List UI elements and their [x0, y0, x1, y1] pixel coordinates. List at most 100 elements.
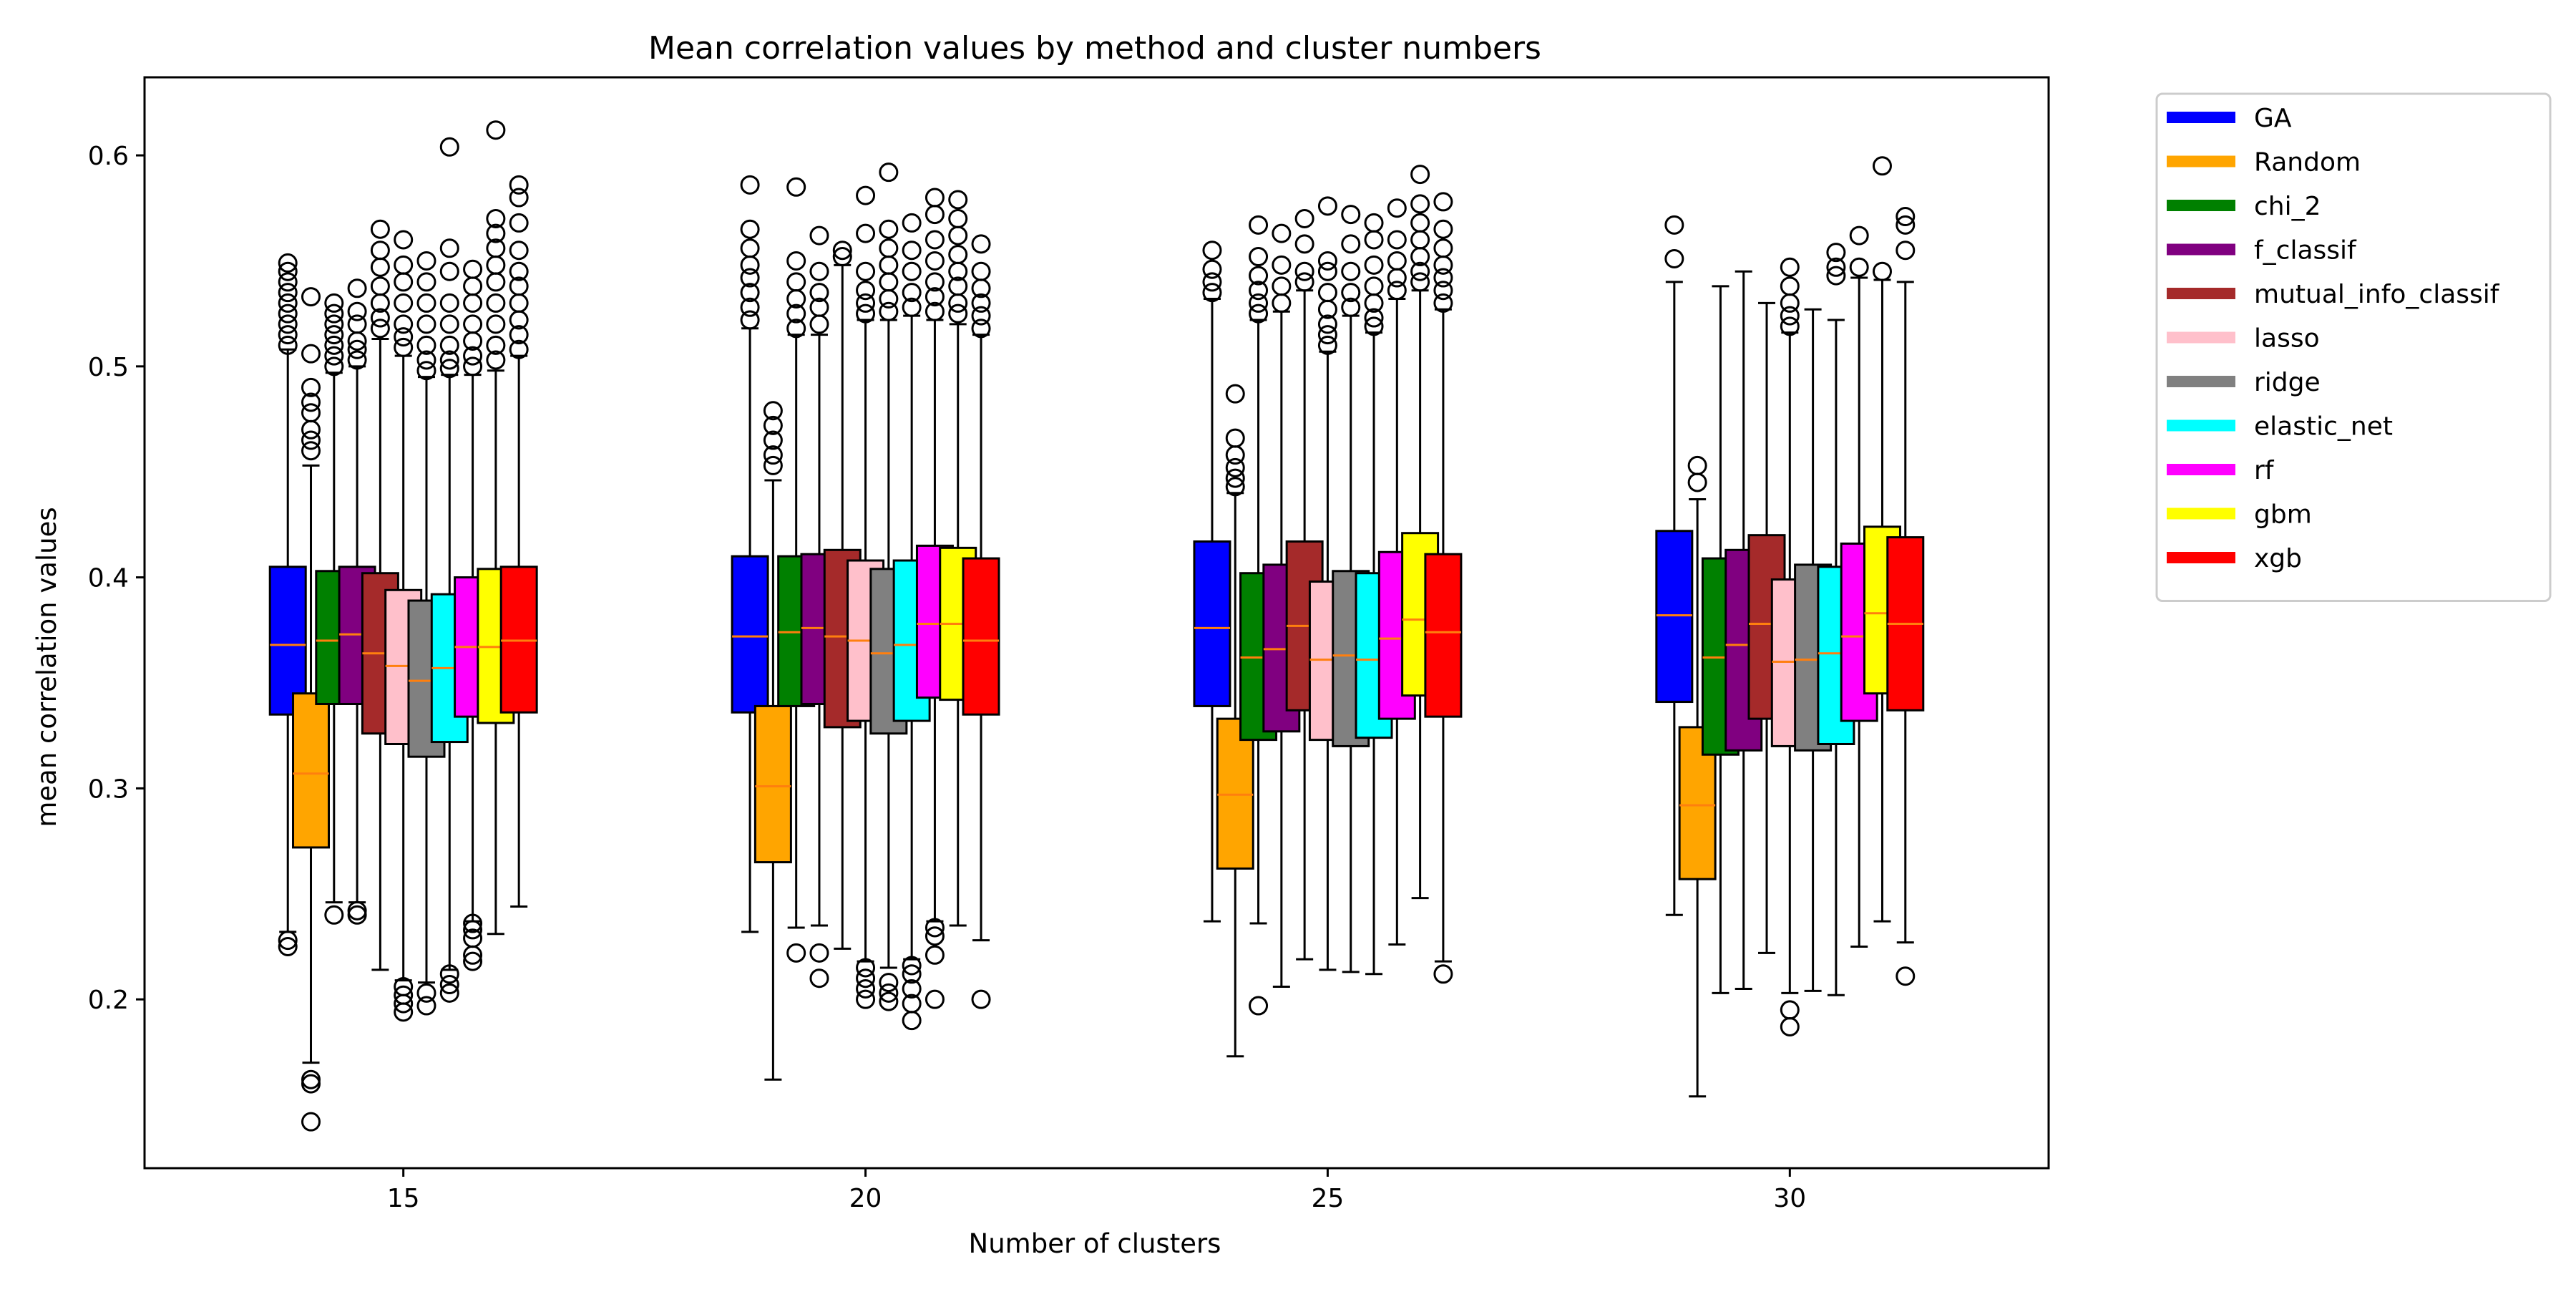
flier-point — [1341, 283, 1361, 303]
flier-point — [809, 297, 829, 317]
legend-item-elastic_net: elastic_net — [2167, 412, 2393, 442]
flier-point — [902, 994, 922, 1014]
flier-point — [902, 213, 922, 233]
x-tick-label: 20 — [849, 1184, 882, 1213]
flier-point — [924, 272, 945, 292]
flier-point — [1872, 156, 1892, 176]
flier-point — [1433, 293, 1453, 313]
legend-label: f_classif — [2254, 236, 2357, 266]
flier-point — [1225, 384, 1245, 404]
legend-label: Random — [2254, 148, 2361, 178]
legend-item-gbm: gbm — [2167, 500, 2312, 530]
flier-point — [1364, 213, 1384, 233]
flier-point — [1249, 215, 1269, 235]
flier-point — [1341, 234, 1361, 254]
flier-point — [394, 272, 414, 292]
box-Random-25 — [1216, 384, 1254, 1058]
flier-point — [301, 377, 321, 397]
legend-label: mutual_info_classif — [2254, 280, 2500, 309]
flier-point — [971, 234, 991, 254]
flier-point — [971, 261, 991, 281]
flier-point — [439, 964, 459, 984]
box-body — [731, 555, 769, 714]
flier-point — [439, 261, 459, 281]
flier-point — [809, 261, 829, 281]
flier-point — [1687, 455, 1707, 475]
flier-point — [1364, 316, 1384, 336]
flier-point — [416, 272, 436, 292]
flier-point — [370, 276, 390, 296]
flier-point — [324, 293, 344, 313]
flier-point — [763, 401, 783, 421]
legend-item-f_classif: f_classif — [2167, 236, 2357, 266]
legend-item-mutual_info_classif: mutual_info_classif — [2167, 280, 2500, 309]
legend-label: rf — [2254, 456, 2275, 485]
flier-point — [740, 310, 760, 330]
flier-point — [370, 308, 390, 328]
flier-point — [879, 289, 899, 309]
y-tick-label: 0.6 — [88, 142, 129, 171]
box-xgb-15 — [499, 175, 538, 908]
flier-point — [948, 225, 968, 246]
flier-point — [856, 989, 876, 1009]
flier-point — [809, 283, 829, 303]
flier-point — [948, 209, 968, 229]
flier-point — [924, 989, 945, 1009]
flier-point — [509, 261, 529, 281]
flier-point — [1780, 293, 1800, 313]
flier-point — [370, 319, 390, 339]
flier-point — [971, 319, 991, 339]
flier-point — [740, 268, 760, 288]
y-tick-label: 0.3 — [88, 774, 129, 804]
flier-point — [1294, 261, 1314, 281]
flier-point — [278, 253, 298, 273]
flier-point — [394, 976, 414, 996]
flier-point — [1387, 198, 1407, 218]
flier-point — [486, 209, 506, 229]
flier-point — [463, 951, 483, 971]
flier-point — [1896, 966, 1916, 986]
flier-point — [1272, 255, 1292, 275]
flier-point — [879, 255, 899, 275]
flier-point — [1387, 268, 1407, 288]
flier-point — [301, 1074, 321, 1094]
flier-point — [1249, 996, 1269, 1016]
flier-point — [924, 945, 945, 965]
flier-point — [463, 913, 483, 933]
flier-point — [347, 278, 367, 298]
flier-point — [278, 272, 298, 292]
y-axis-label: mean correlation values — [31, 507, 62, 827]
flier-point — [786, 319, 806, 339]
flier-point — [948, 276, 968, 296]
y-tick-label: 0.4 — [88, 564, 129, 593]
flier-point — [439, 975, 459, 995]
flier-point — [1433, 281, 1453, 301]
flier-point — [1780, 257, 1800, 277]
flier-point — [879, 162, 899, 183]
flier-point — [301, 403, 321, 423]
plot-area — [143, 76, 2050, 1170]
legend-label: chi_2 — [2254, 192, 2321, 221]
flier-point — [439, 137, 459, 157]
flier-point — [324, 346, 344, 366]
flier-point — [1410, 261, 1430, 281]
box-xgb-25 — [1424, 192, 1463, 984]
box-body — [753, 704, 792, 864]
flier-point — [1225, 445, 1245, 465]
flier-point — [1849, 257, 1869, 277]
flier-point — [1433, 964, 1453, 984]
flier-point — [1249, 266, 1269, 286]
flier-point — [347, 301, 367, 321]
flier-point — [347, 900, 367, 921]
flier-point — [740, 175, 760, 195]
flier-point — [948, 303, 968, 324]
flier-point — [856, 261, 876, 281]
legend-frame — [2155, 92, 2552, 602]
flier-point — [324, 303, 344, 324]
flier-point — [509, 276, 529, 296]
box-GA-15 — [268, 253, 307, 956]
flier-point — [278, 293, 298, 313]
flier-point — [509, 188, 529, 208]
flier-point — [1780, 276, 1800, 296]
